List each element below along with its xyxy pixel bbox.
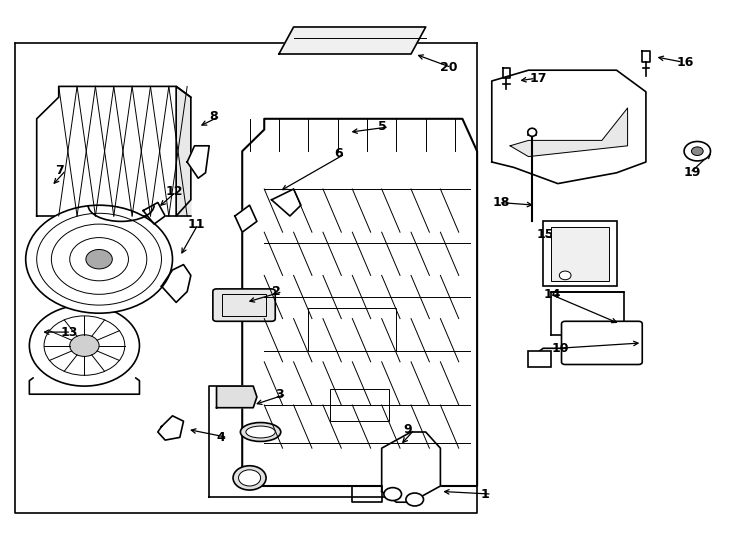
Bar bbox=[543, 221, 617, 286]
Circle shape bbox=[86, 249, 112, 269]
Circle shape bbox=[691, 147, 703, 156]
Polygon shape bbox=[161, 265, 191, 302]
Circle shape bbox=[406, 493, 424, 506]
Bar bbox=[308, 308, 396, 351]
Text: 15: 15 bbox=[537, 228, 554, 241]
Polygon shape bbox=[272, 189, 301, 216]
Text: 13: 13 bbox=[60, 326, 78, 339]
Polygon shape bbox=[176, 86, 191, 216]
Circle shape bbox=[559, 271, 571, 280]
Text: 3: 3 bbox=[275, 388, 284, 401]
Circle shape bbox=[26, 205, 172, 313]
Polygon shape bbox=[242, 119, 477, 486]
Polygon shape bbox=[217, 386, 257, 408]
FancyBboxPatch shape bbox=[562, 321, 642, 365]
Polygon shape bbox=[235, 205, 257, 232]
Circle shape bbox=[684, 141, 711, 161]
Bar bbox=[222, 294, 266, 316]
Polygon shape bbox=[492, 70, 646, 184]
FancyBboxPatch shape bbox=[213, 289, 275, 321]
Text: 11: 11 bbox=[187, 218, 205, 231]
Polygon shape bbox=[158, 416, 184, 440]
Ellipse shape bbox=[239, 470, 261, 486]
Ellipse shape bbox=[233, 465, 266, 490]
Bar bbox=[330, 389, 389, 421]
Polygon shape bbox=[187, 146, 209, 178]
Text: 4: 4 bbox=[217, 431, 225, 444]
Polygon shape bbox=[37, 86, 191, 216]
Polygon shape bbox=[143, 202, 165, 224]
Ellipse shape bbox=[240, 422, 280, 442]
Text: 12: 12 bbox=[165, 185, 183, 198]
Text: 10: 10 bbox=[551, 342, 569, 355]
Polygon shape bbox=[382, 432, 440, 502]
Text: 8: 8 bbox=[209, 110, 218, 123]
Text: 20: 20 bbox=[440, 61, 458, 74]
Bar bbox=[528, 351, 550, 367]
Text: 6: 6 bbox=[334, 147, 343, 160]
Circle shape bbox=[384, 488, 401, 501]
Ellipse shape bbox=[528, 128, 537, 137]
Circle shape bbox=[70, 335, 99, 356]
Text: 5: 5 bbox=[378, 120, 387, 133]
Text: 14: 14 bbox=[544, 288, 562, 301]
Ellipse shape bbox=[246, 426, 275, 438]
Polygon shape bbox=[279, 27, 426, 54]
Text: 9: 9 bbox=[404, 423, 413, 436]
Text: 18: 18 bbox=[493, 196, 510, 209]
Text: 1: 1 bbox=[481, 488, 490, 501]
Text: 19: 19 bbox=[683, 166, 701, 179]
Circle shape bbox=[29, 305, 139, 386]
Polygon shape bbox=[510, 108, 628, 157]
Text: 17: 17 bbox=[529, 72, 547, 85]
Bar bbox=[550, 227, 609, 281]
Text: 2: 2 bbox=[272, 285, 280, 298]
Text: 16: 16 bbox=[676, 56, 694, 69]
Text: 7: 7 bbox=[55, 164, 64, 177]
